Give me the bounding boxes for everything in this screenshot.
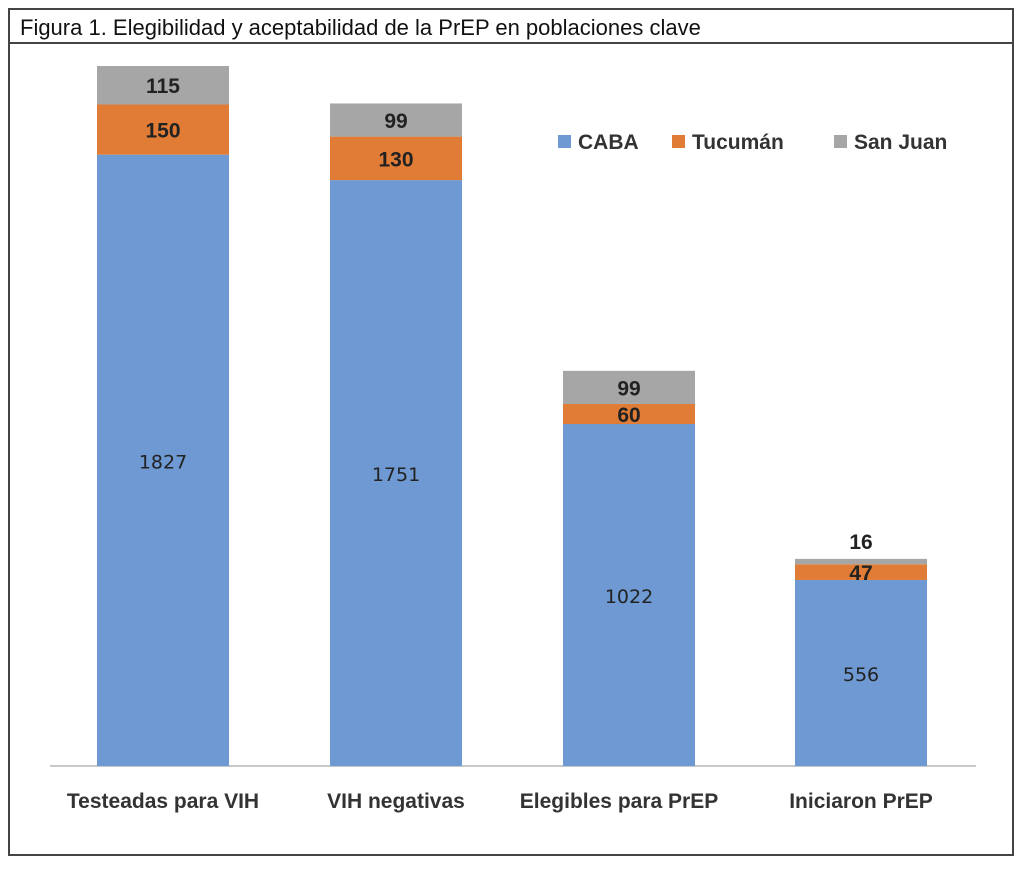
bar-segment	[563, 370, 695, 404]
data-label: 60	[617, 404, 640, 427]
legend-label: San Juan	[854, 131, 947, 154]
data-label: 16	[849, 531, 872, 554]
bar-segment	[563, 403, 695, 425]
chart-title: Figura 1. Elegibilidad y aceptabilidad d…	[20, 15, 701, 40]
title-bar: Figura 1. Elegibilidad y aceptabilidad d…	[10, 10, 1012, 44]
category-label: Iniciaron PrEP	[789, 790, 933, 813]
bar-segment	[795, 558, 927, 565]
legend-swatch	[558, 135, 571, 148]
bar-segment	[97, 66, 229, 105]
bar-segment	[563, 424, 695, 766]
category-label: Elegibles para PrEP	[520, 790, 718, 813]
legend-label: CABA	[578, 131, 639, 154]
stacked-bar-chart: 1827 150 115 Testeadas para VIH 1751 130 99 VIH…	[50, 66, 976, 813]
legend-swatch	[672, 135, 685, 148]
data-label: 99	[617, 377, 640, 400]
data-label: 1827	[139, 451, 187, 473]
data-label: 130	[378, 148, 413, 171]
bar-segment	[97, 104, 229, 155]
data-label: 99	[384, 110, 407, 133]
figure-frame: Figura 1. Elegibilidad y aceptabilidad d…	[8, 8, 1014, 856]
data-label: 115	[146, 75, 180, 98]
legend-swatch	[834, 135, 847, 148]
category-label: VIH negativas	[327, 790, 465, 813]
bar-segment	[97, 154, 229, 766]
bar-segment	[330, 136, 462, 181]
bar-segment	[330, 103, 462, 137]
data-label: 150	[145, 120, 180, 143]
data-label: 1022	[605, 586, 653, 608]
category-label: Testeadas para VIH	[67, 790, 259, 813]
bar-segment	[330, 180, 462, 767]
bar-segment	[795, 564, 927, 580]
data-label: 47	[849, 562, 872, 585]
data-label: 1751	[372, 464, 420, 486]
legend-label: Tucumán	[692, 131, 784, 154]
data-label: 556	[843, 664, 879, 686]
bar-segment	[795, 579, 927, 766]
